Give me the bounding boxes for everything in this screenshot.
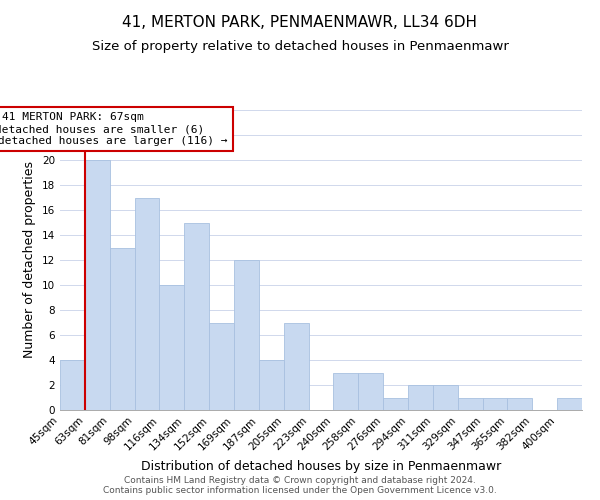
Bar: [134, 198, 160, 410]
Bar: [383, 398, 408, 410]
Bar: [557, 398, 582, 410]
Text: Contains HM Land Registry data © Crown copyright and database right 2024.: Contains HM Land Registry data © Crown c…: [124, 476, 476, 485]
Bar: [110, 248, 134, 410]
Bar: [85, 160, 110, 410]
Bar: [60, 360, 85, 410]
Bar: [184, 222, 209, 410]
Text: 41, MERTON PARK, PENMAENMAWR, LL34 6DH: 41, MERTON PARK, PENMAENMAWR, LL34 6DH: [122, 15, 478, 30]
Text: Size of property relative to detached houses in Penmaenmawr: Size of property relative to detached ho…: [92, 40, 508, 53]
Y-axis label: Number of detached properties: Number of detached properties: [23, 162, 37, 358]
Text: 41 MERTON PARK: 67sqm
← 5% of detached houses are smaller (6)
95% of semi-detach: 41 MERTON PARK: 67sqm ← 5% of detached h…: [0, 112, 227, 146]
Bar: [482, 398, 508, 410]
X-axis label: Distribution of detached houses by size in Penmaenmawr: Distribution of detached houses by size …: [141, 460, 501, 473]
Bar: [259, 360, 284, 410]
Bar: [284, 322, 308, 410]
Bar: [508, 398, 532, 410]
Text: Contains public sector information licensed under the Open Government Licence v3: Contains public sector information licen…: [103, 486, 497, 495]
Bar: [334, 372, 358, 410]
Bar: [433, 385, 458, 410]
Bar: [160, 285, 184, 410]
Bar: [209, 322, 234, 410]
Bar: [408, 385, 433, 410]
Bar: [458, 398, 482, 410]
Bar: [234, 260, 259, 410]
Bar: [358, 372, 383, 410]
